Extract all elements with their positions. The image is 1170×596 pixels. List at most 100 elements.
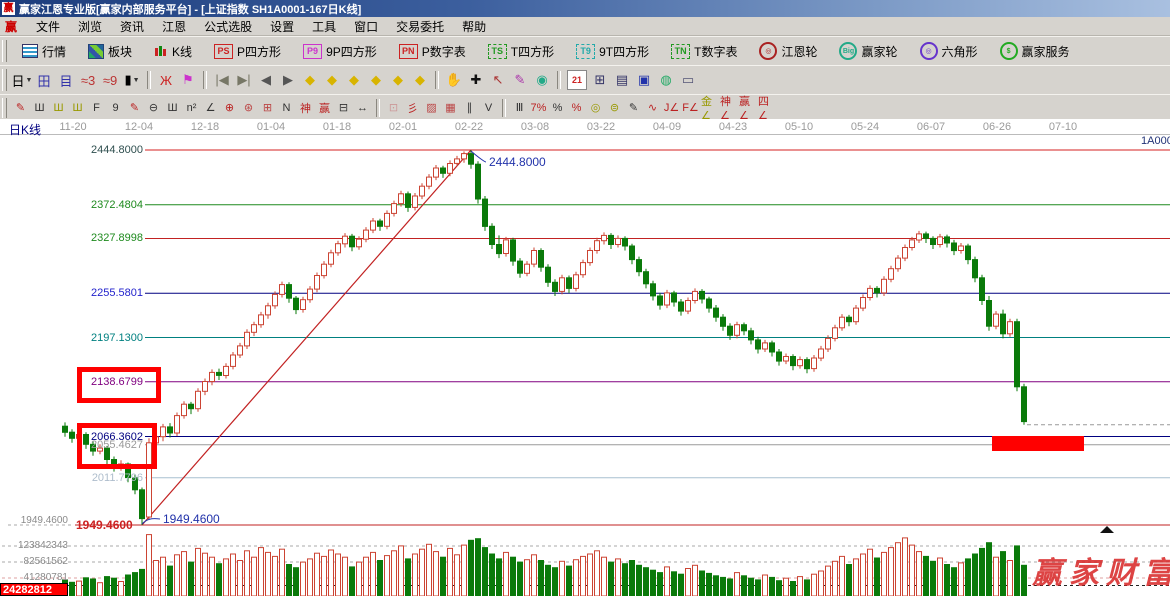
fence-tool-icon[interactable]: Ш xyxy=(34,101,45,114)
width-measure-icon[interactable]: ↔ xyxy=(357,101,368,114)
sectors-button[interactable]: 板块 xyxy=(83,42,137,61)
save-icon[interactable]: ▣ xyxy=(637,72,651,87)
percent7-icon[interactable]: 7% xyxy=(530,101,547,114)
f-angle-icon[interactable]: F∠ xyxy=(682,102,699,114)
box-region-icon[interactable]: ⊡ xyxy=(388,102,399,114)
gold-section-icon[interactable]: ⊜ xyxy=(609,102,620,114)
mini-chart3-icon[interactable]: ≈3 xyxy=(80,72,96,88)
expand-x-icon[interactable]: ◆ xyxy=(349,72,359,87)
n-squared-icon[interactable]: n² xyxy=(186,101,197,114)
note-tool-icon[interactable]: ✎ xyxy=(514,72,526,87)
gold-angle-icon[interactable]: 金∠ xyxy=(701,96,712,122)
f-gate-icon[interactable]: F xyxy=(93,101,100,114)
marker-pen-icon[interactable]: ✎ xyxy=(15,102,26,114)
menu-bar: 赢 文件 浏览 资讯 江恩 公式选股 设置 工具 窗口 交易委托 帮助 xyxy=(0,17,1170,36)
candle-style-dropdown[interactable]: ▮ ▼ xyxy=(124,72,140,87)
notepad-icon[interactable]: ▤ xyxy=(615,72,629,87)
balance-wave-icon[interactable]: ∿ xyxy=(647,102,658,114)
gann-target-icon[interactable]: ⊕ xyxy=(224,102,235,114)
gann-wheel-button[interactable]: ◎ 江恩轮 xyxy=(754,41,822,61)
prev-page-icon[interactable]: ◀ xyxy=(261,72,271,87)
ninet-square-button[interactable]: T9 9T四方形 xyxy=(571,42,654,61)
percent-levels-icon[interactable]: % xyxy=(571,101,582,114)
date-tick-04-23: 04-23 xyxy=(718,121,748,133)
menu-item-文件[interactable]: 文件 xyxy=(36,19,61,34)
parallel-lines-icon[interactable]: ∥ xyxy=(466,102,473,114)
period-day-dropdown[interactable]: 日 ▼ xyxy=(11,73,33,89)
gold-circle-icon[interactable]: ◎ xyxy=(590,102,601,114)
v-channel-icon[interactable]: V xyxy=(484,101,493,114)
kline-button[interactable]: K线 xyxy=(149,42,197,61)
ying-angle-icon[interactable]: 赢∠ xyxy=(739,96,750,122)
crosshair-icon[interactable]: ✚ xyxy=(470,72,482,87)
p-digit-table-button[interactable]: PN P数字表 xyxy=(394,42,471,61)
mini-chart9-icon[interactable]: ≈9 xyxy=(102,72,118,88)
plain-fence-icon[interactable]: Ш xyxy=(167,101,178,114)
four-angle-icon[interactable]: 四∠ xyxy=(758,96,769,122)
export-web-icon[interactable]: ◍ xyxy=(660,72,672,87)
flag-mark-icon[interactable]: ⚑ xyxy=(182,72,194,87)
brain-icon[interactable]: ◉ xyxy=(536,72,548,87)
toolbar-grip[interactable] xyxy=(2,97,7,118)
gann-web-icon[interactable]: ⊛ xyxy=(243,102,254,114)
nine-turn-icon[interactable]: 9 xyxy=(112,101,119,114)
menu-item-浏览[interactable]: 浏览 xyxy=(78,19,103,34)
zoom-in-x-icon[interactable]: ◆ xyxy=(327,72,337,87)
menu-item-交易委托[interactable]: 交易委托 xyxy=(396,19,445,34)
t-digit-table-button[interactable]: TN T数字表 xyxy=(666,42,742,61)
next-page-icon[interactable]: ▶ xyxy=(283,72,293,87)
grid-web-icon[interactable]: ⊞ xyxy=(262,102,273,114)
menu-item-工具[interactable]: 工具 xyxy=(312,19,337,34)
compress-x-icon[interactable]: ◆ xyxy=(371,72,381,87)
shen-angle-icon[interactable]: 神∠ xyxy=(720,96,731,122)
zoom-out-x-icon[interactable]: ◆ xyxy=(305,72,315,87)
winner-service-button[interactable]: $ 赢家服务 xyxy=(995,41,1075,61)
quotes-button[interactable]: 行情 xyxy=(17,42,71,61)
ying-grid-icon[interactable]: 赢 xyxy=(319,102,330,115)
column-ruler-icon[interactable]: Ⅲ xyxy=(515,102,524,114)
first-page-icon[interactable]: |◀ xyxy=(215,72,229,87)
toolbar-grip[interactable] xyxy=(2,68,7,92)
last-page-icon[interactable]: ▶| xyxy=(237,72,251,87)
hexagon-button[interactable]: ◎ 六角形 xyxy=(915,41,983,61)
period-day-dropdown-arrow-icon: ▼ xyxy=(25,76,33,84)
red-pen-icon[interactable]: ✎ xyxy=(129,102,140,114)
dense-grid-icon[interactable]: ▦ xyxy=(445,102,456,114)
ninep-square-button[interactable]: P9 9P四方形 xyxy=(298,42,382,61)
numbered-grid-icon[interactable]: ⊟ xyxy=(338,102,349,114)
j-angle-icon[interactable]: J∠ xyxy=(663,102,680,114)
menu-item-窗口[interactable]: 窗口 xyxy=(354,19,379,34)
menu-item-设置[interactable]: 设置 xyxy=(270,19,295,34)
pointer-tool-icon[interactable]: ↖ xyxy=(492,72,504,87)
print-icon[interactable]: ▭ xyxy=(681,72,695,87)
calculator-icon[interactable]: ⊞ xyxy=(594,72,606,87)
gann-fan-icon[interactable]: 彡 xyxy=(407,102,418,115)
ink-brush-icon[interactable]: ✎ xyxy=(628,102,639,114)
fan-grid-icon[interactable]: ▨ xyxy=(426,102,437,114)
kline-overlay-icon[interactable]: Ж xyxy=(159,72,172,88)
hand-tool-icon[interactable]: ✋ xyxy=(445,72,463,87)
menu-item-公式选股[interactable]: 公式选股 xyxy=(204,19,253,34)
multi-window-icon[interactable]: 田 xyxy=(37,73,51,89)
percent-icon[interactable]: % xyxy=(552,101,563,114)
protractor-icon[interactable]: ∠ xyxy=(205,102,216,114)
ninep-square-button-badge-icon: P9 xyxy=(303,43,323,59)
winner-wheel-button[interactable]: Big 赢家轮 xyxy=(834,41,902,61)
zoom-all-icon[interactable]: ◆ xyxy=(393,72,403,87)
gold-gate-a-icon[interactable]: Ш xyxy=(53,101,64,114)
title-bar[interactable]: 赢 赢家江恩专业版[赢家内部服务平台] - [上证指数 SH1A0001-167… xyxy=(0,0,1170,17)
k-count-icon[interactable]: N xyxy=(282,101,291,114)
shen-grid-icon[interactable]: 神 xyxy=(300,102,311,115)
fit-screen-icon[interactable]: ◆ xyxy=(415,72,425,87)
info-panel-icon[interactable]: 目 xyxy=(59,73,73,89)
menu-item-帮助[interactable]: 帮助 xyxy=(462,19,487,34)
toolbar-grip[interactable] xyxy=(2,39,7,63)
t-square-button[interactable]: TS T四方形 xyxy=(483,42,559,61)
menu-item-江恩[interactable]: 江恩 xyxy=(162,19,187,34)
calendar-icon[interactable]: 21 xyxy=(567,70,587,90)
winner-service-button-icon: $ xyxy=(999,42,1018,60)
p-square-button[interactable]: PS P四方形 xyxy=(209,42,286,61)
menu-item-资讯[interactable]: 资讯 xyxy=(120,19,145,34)
cycle-circle-icon[interactable]: ⊖ xyxy=(148,102,159,114)
gold-gate-b-icon[interactable]: Ш xyxy=(72,101,83,114)
